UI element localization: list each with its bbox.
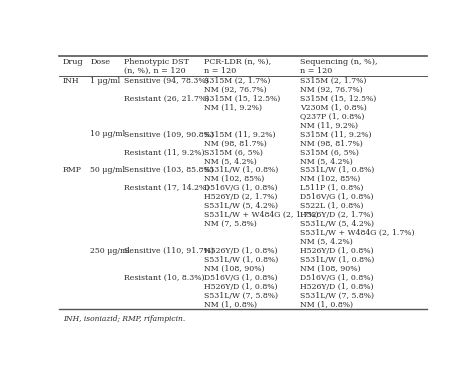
Text: S522L (1, 0.8%): S522L (1, 0.8%) xyxy=(300,202,363,210)
Text: NM (98, 81.7%): NM (98, 81.7%) xyxy=(300,139,363,147)
Text: n = 120: n = 120 xyxy=(204,66,237,74)
Text: V230M (1, 0.8%): V230M (1, 0.8%) xyxy=(300,104,366,112)
Text: INH: INH xyxy=(63,77,80,85)
Text: S315M (6, 5%): S315M (6, 5%) xyxy=(300,149,359,156)
Text: 250 μg/ml: 250 μg/ml xyxy=(91,247,130,255)
Text: NM (5, 4.2%): NM (5, 4.2%) xyxy=(300,238,353,246)
Text: D516V/G (1, 0.8%): D516V/G (1, 0.8%) xyxy=(204,274,278,282)
Text: S315M (2, 1.7%): S315M (2, 1.7%) xyxy=(300,77,366,85)
Text: S531L/W (1, 0.8%): S531L/W (1, 0.8%) xyxy=(204,256,279,264)
Text: Resistant (10, 8.3%): Resistant (10, 8.3%) xyxy=(124,274,204,282)
Text: S315M (6, 5%): S315M (6, 5%) xyxy=(204,149,263,156)
Text: NM (11, 9.2%): NM (11, 9.2%) xyxy=(300,122,358,130)
Text: PCR-LDR (n, %),: PCR-LDR (n, %), xyxy=(204,58,272,66)
Text: S315M (11, 9.2%): S315M (11, 9.2%) xyxy=(204,130,276,138)
Text: S531L/W (7, 5.8%): S531L/W (7, 5.8%) xyxy=(300,292,374,300)
Text: Dose: Dose xyxy=(91,58,110,66)
Text: D516V/G (1, 0.8%): D516V/G (1, 0.8%) xyxy=(300,274,374,282)
Text: D516V/G (1, 0.8%): D516V/G (1, 0.8%) xyxy=(204,184,278,192)
Text: S531L/W (5, 4.2%): S531L/W (5, 4.2%) xyxy=(204,202,278,210)
Text: L511P (1, 0.8%): L511P (1, 0.8%) xyxy=(300,184,363,192)
Text: NM (102, 85%): NM (102, 85%) xyxy=(204,175,264,183)
Text: Drug: Drug xyxy=(63,58,83,66)
Text: S531L/W (1, 0.8%): S531L/W (1, 0.8%) xyxy=(300,166,374,174)
Text: S315M (15, 12.5%): S315M (15, 12.5%) xyxy=(300,95,376,103)
Text: H526Y/D (1, 0.8%): H526Y/D (1, 0.8%) xyxy=(204,247,278,255)
Text: S531L/W + W484G (2, 1.7%): S531L/W + W484G (2, 1.7%) xyxy=(300,229,414,237)
Text: n = 120: n = 120 xyxy=(300,66,332,74)
Text: H526Y/D (1, 0.8%): H526Y/D (1, 0.8%) xyxy=(300,247,374,255)
Text: S315M (15, 12.5%): S315M (15, 12.5%) xyxy=(204,95,281,103)
Text: NM (92, 76.7%): NM (92, 76.7%) xyxy=(300,85,363,93)
Text: 10 μg/ml: 10 μg/ml xyxy=(91,130,126,138)
Text: NM (108, 90%): NM (108, 90%) xyxy=(300,265,360,273)
Text: S315M (2, 1.7%): S315M (2, 1.7%) xyxy=(204,77,271,85)
Text: INH, isoniazid; RMP, rifampicin.: INH, isoniazid; RMP, rifampicin. xyxy=(63,315,185,323)
Text: NM (108, 90%): NM (108, 90%) xyxy=(204,265,265,273)
Text: S531L/W (5, 4.2%): S531L/W (5, 4.2%) xyxy=(300,220,374,228)
Text: H526Y/D (2, 1.7%): H526Y/D (2, 1.7%) xyxy=(204,193,278,201)
Text: H526Y/D (1, 0.8%): H526Y/D (1, 0.8%) xyxy=(204,283,278,291)
Text: NM (102, 85%): NM (102, 85%) xyxy=(300,175,360,183)
Text: Resistant (17, 14.2%): Resistant (17, 14.2%) xyxy=(124,184,209,192)
Text: Resistant (26, 21.7%): Resistant (26, 21.7%) xyxy=(124,95,209,103)
Text: S531L/W (1, 0.8%): S531L/W (1, 0.8%) xyxy=(300,256,374,264)
Text: (n, %), n = 120: (n, %), n = 120 xyxy=(124,66,185,74)
Text: NM (1, 0.8%): NM (1, 0.8%) xyxy=(300,301,353,309)
Text: NM (5, 4.2%): NM (5, 4.2%) xyxy=(204,157,257,165)
Text: Sensitive (103, 85.8%): Sensitive (103, 85.8%) xyxy=(124,166,213,174)
Text: Sensitive (94, 78.3%): Sensitive (94, 78.3%) xyxy=(124,77,208,85)
Text: 1 μg/ml: 1 μg/ml xyxy=(91,77,120,85)
Text: S531L/W (7, 5.8%): S531L/W (7, 5.8%) xyxy=(204,292,278,300)
Text: D516V/G (1, 0.8%): D516V/G (1, 0.8%) xyxy=(300,193,374,201)
Text: Sequencing (n, %),: Sequencing (n, %), xyxy=(300,58,377,66)
Text: RMP: RMP xyxy=(63,166,82,174)
Text: NM (1, 0.8%): NM (1, 0.8%) xyxy=(204,301,257,309)
Text: Sensitive (109, 90.8%): Sensitive (109, 90.8%) xyxy=(124,130,213,138)
Text: Resistant (11, 9.2%): Resistant (11, 9.2%) xyxy=(124,149,204,156)
Text: Phenotypic DST: Phenotypic DST xyxy=(124,58,189,66)
Text: NM (11, 9.2%): NM (11, 9.2%) xyxy=(204,104,262,112)
Text: NM (5, 4.2%): NM (5, 4.2%) xyxy=(300,157,353,165)
Text: S531L/W (1, 0.8%): S531L/W (1, 0.8%) xyxy=(204,166,279,174)
Text: NM (98, 81.7%): NM (98, 81.7%) xyxy=(204,139,267,147)
Text: Sensitive (110, 91.7%): Sensitive (110, 91.7%) xyxy=(124,247,213,255)
Text: S531L/W + W484G (2, 1.7%): S531L/W + W484G (2, 1.7%) xyxy=(204,211,319,219)
Text: Q237P (1, 0.8%): Q237P (1, 0.8%) xyxy=(300,112,364,120)
Text: H526Y/D (1, 0.8%): H526Y/D (1, 0.8%) xyxy=(300,283,374,291)
Text: H526Y/D (2, 1.7%): H526Y/D (2, 1.7%) xyxy=(300,211,373,219)
Text: S315M (11, 9.2%): S315M (11, 9.2%) xyxy=(300,130,371,138)
Text: NM (92, 76.7%): NM (92, 76.7%) xyxy=(204,85,267,93)
Text: 50 μg/ml: 50 μg/ml xyxy=(91,166,126,174)
Text: NM (7, 5.8%): NM (7, 5.8%) xyxy=(204,220,257,228)
